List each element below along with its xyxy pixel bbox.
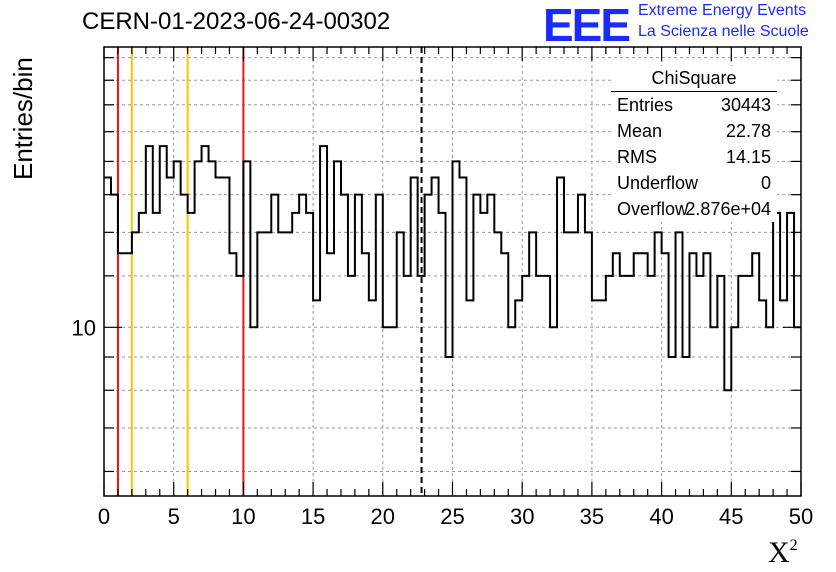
stats-box: ChiSquare Entries 30443 Mean 22.78 RMS 1… <box>611 66 777 222</box>
y-tick-label: 10 <box>72 315 96 340</box>
x-tick-label: 25 <box>440 504 464 529</box>
histogram-series <box>104 145 801 392</box>
stats-row-entries: Entries 30443 <box>611 92 777 118</box>
axes-frame <box>103 46 802 497</box>
x-tick-label: 35 <box>580 504 604 529</box>
chart-title: CERN-01-2023-06-24-00302 <box>82 8 391 35</box>
stats-label: Underflow <box>617 173 699 193</box>
stats-value: 2.876e+04 <box>685 199 771 219</box>
stats-value: 30443 <box>720 95 771 115</box>
x-tick-label: 15 <box>301 504 325 529</box>
stats-row-overflow: Overflow 2.876e+04 <box>611 196 777 222</box>
stats-value: 0 <box>760 173 771 193</box>
stats-label: RMS <box>617 147 657 167</box>
logo-line-1: Extreme Energy Events <box>638 2 807 19</box>
stats-value: 22.78 <box>725 121 771 141</box>
x-tick-label: 40 <box>649 504 673 529</box>
stats-label: Entries <box>617 95 674 115</box>
x-axis-label: X2 <box>768 536 798 569</box>
x-tick-label: 50 <box>789 504 813 529</box>
histogram-outline <box>104 145 801 392</box>
stats-label: Mean <box>617 121 663 141</box>
stats-row-underflow: Underflow 0 <box>611 170 777 196</box>
stats-row-rms: RMS 14.15 <box>611 144 777 170</box>
x-tick-label: 10 <box>231 504 255 529</box>
stats-title: ChiSquare <box>611 66 777 92</box>
eee-logo: EEE <box>543 0 631 51</box>
stats-value: 14.15 <box>725 147 771 167</box>
stats-row-mean: Mean 22.78 <box>611 118 777 144</box>
logo-line-2: La Scienza nelle Scuole <box>638 23 809 40</box>
y-axis-label: Entries/bin <box>8 57 38 180</box>
stats-label: Overflow <box>617 199 689 219</box>
y-tick-labels: 10 <box>72 315 96 340</box>
x-tick-label: 30 <box>510 504 534 529</box>
x-tick-label: 5 <box>168 504 180 529</box>
x-tick-label: 0 <box>98 504 110 529</box>
x-tick-labels: 0 5 10 15 20 25 30 35 40 45 50 <box>98 504 813 529</box>
x-tick-label: 45 <box>719 504 743 529</box>
x-tick-label: 20 <box>371 504 395 529</box>
